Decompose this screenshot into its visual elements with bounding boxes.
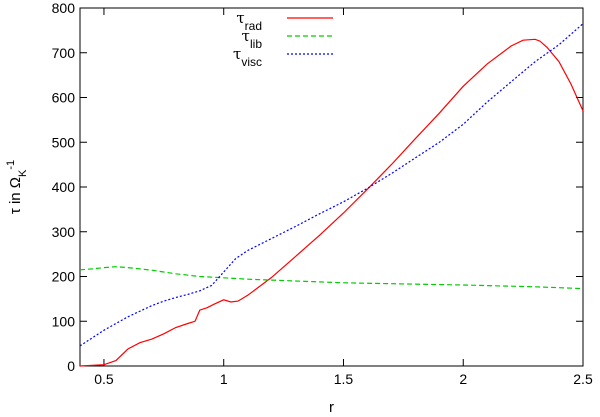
x-tick-label: 2 [459, 371, 467, 387]
y-tick-label: 800 [52, 0, 76, 16]
y-tick-label: 300 [52, 224, 76, 240]
y-axis-label-main: τ in Ω [7, 177, 24, 214]
y-axis-label-superscript: -1 [5, 160, 17, 170]
y-tick-label: 500 [52, 134, 76, 150]
series-line-rad [79, 38, 584, 367]
y-axis-label-subscript: K [17, 169, 29, 177]
series-line-visc [79, 23, 584, 347]
x-tick-label: 1 [220, 371, 228, 387]
y-tick-label: 0 [67, 358, 75, 374]
x-axis-label: r [329, 399, 334, 416]
y-tick-label: 600 [52, 90, 76, 106]
x-tick-label: 0.5 [94, 371, 114, 387]
plot-frame [79, 7, 584, 367]
y-tick-label: 700 [52, 45, 76, 61]
legend-label-visc: τvisc [233, 45, 262, 69]
series-layer [79, 23, 584, 367]
y-axis-label: τ in ΩK-1 [5, 160, 29, 214]
x-tick-label: 2.5 [573, 371, 593, 387]
x-tick-label: 1.5 [334, 371, 354, 387]
axis-tick-labels: 0.5 1 1.5 2 2.5 0 100 200 300 400 500 600 700 800 [52, 0, 593, 387]
legend-label-lib: τlib [242, 27, 263, 51]
series-line-lib [79, 266, 584, 290]
legend-label-rad: τrad [236, 9, 262, 33]
y-tick-label: 200 [52, 269, 76, 285]
y-tick-label: 100 [52, 313, 76, 329]
y-tick-label: 400 [52, 179, 76, 195]
axis-ticks [80, 7, 584, 367]
